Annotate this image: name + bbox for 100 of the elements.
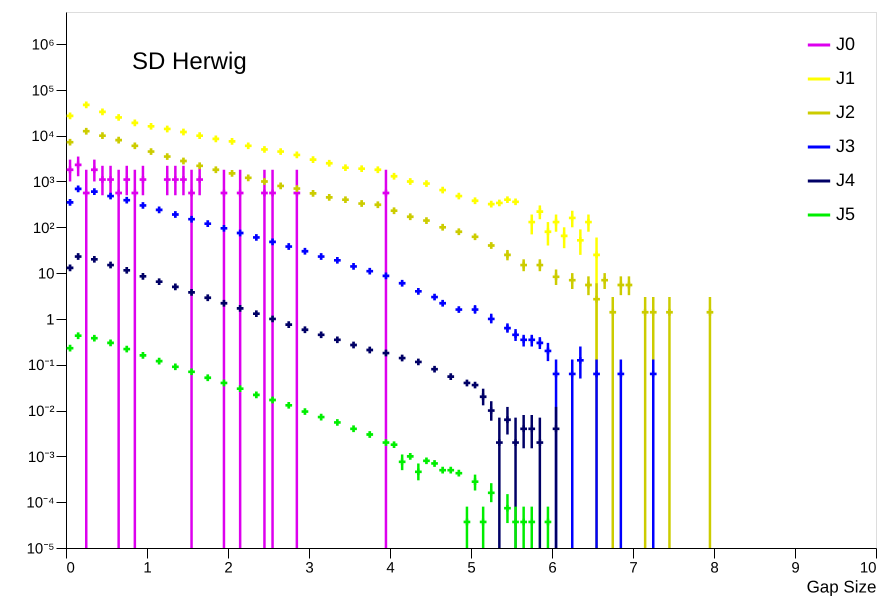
point: [472, 478, 478, 486]
point: [447, 466, 454, 474]
point: [269, 396, 276, 404]
point: [140, 272, 146, 280]
point: [74, 162, 82, 168]
point: [528, 218, 536, 226]
x-tick-label: 10: [860, 560, 876, 576]
x-tick-label: 6: [548, 560, 557, 576]
point: [204, 220, 212, 228]
point: [488, 407, 495, 414]
point: [90, 256, 98, 263]
point: [99, 176, 106, 183]
x-tick-label: 3: [305, 560, 314, 576]
y-tick-label: 10⁶: [32, 36, 54, 54]
point: [66, 199, 74, 206]
legend-label: J3: [836, 136, 856, 156]
point: [472, 382, 478, 388]
point: [334, 419, 341, 426]
x-tick-label: 0: [66, 560, 75, 576]
point: [455, 228, 462, 236]
point: [472, 197, 478, 204]
point: [568, 276, 576, 284]
point: [398, 354, 406, 362]
point: [544, 228, 552, 236]
point: [528, 425, 536, 432]
point: [188, 216, 195, 223]
point: [382, 190, 390, 196]
point: [455, 306, 462, 313]
point: [439, 224, 446, 231]
point: [358, 200, 366, 207]
point: [512, 518, 519, 526]
point: [140, 202, 146, 209]
point: [358, 165, 366, 172]
point: [480, 518, 487, 526]
point: [131, 190, 138, 196]
point: [520, 425, 528, 432]
point: [585, 218, 592, 226]
point: [164, 126, 171, 132]
point: [398, 280, 406, 287]
point: [277, 148, 284, 155]
point: [342, 196, 349, 204]
point: [66, 344, 74, 352]
point: [156, 278, 163, 286]
point: [406, 178, 414, 185]
point: [406, 453, 414, 460]
point: [212, 166, 220, 174]
legend-label: J5: [836, 204, 856, 224]
point: [536, 340, 544, 346]
point: [439, 466, 446, 474]
point: [318, 414, 325, 420]
point: [310, 156, 316, 163]
point: [406, 213, 414, 220]
y-tick-label: 10⁻⁴: [26, 494, 54, 512]
point: [512, 331, 519, 338]
point: [366, 431, 374, 438]
point: [107, 262, 114, 268]
point: [285, 243, 292, 250]
point: [188, 190, 195, 196]
y-tick-label: 10⁵: [32, 82, 54, 100]
point: [568, 214, 576, 222]
point: [172, 284, 179, 290]
point: [99, 132, 106, 140]
point: [261, 178, 268, 185]
y-tick-label: 10⁻⁵: [26, 540, 54, 558]
y-tick-label: 1: [46, 311, 54, 328]
point: [390, 207, 398, 214]
point: [326, 194, 333, 201]
point: [464, 518, 470, 526]
point: [488, 489, 495, 496]
point: [593, 296, 600, 303]
point: [107, 192, 114, 200]
point: [488, 316, 495, 322]
point: [180, 176, 187, 183]
point: [552, 273, 560, 280]
point: [115, 190, 122, 196]
point: [350, 263, 357, 270]
point: [140, 352, 146, 359]
point: [123, 266, 130, 274]
point: [576, 356, 584, 364]
point: [131, 120, 138, 126]
point: [504, 416, 511, 424]
point: [140, 176, 146, 183]
point: [390, 172, 398, 180]
point: [74, 332, 82, 340]
y-tick-label: 10: [38, 266, 54, 283]
point: [293, 152, 300, 158]
point: [350, 342, 357, 348]
point: [585, 282, 592, 288]
point: [172, 211, 179, 218]
point: [472, 233, 478, 240]
point: [244, 174, 252, 182]
y-tick-label: 10²: [32, 220, 54, 237]
point: [650, 308, 657, 316]
point: [342, 164, 349, 172]
point: [464, 380, 470, 386]
point: [318, 331, 325, 338]
point: [374, 166, 382, 174]
point: [609, 308, 616, 316]
point: [504, 196, 511, 204]
point: [180, 158, 187, 164]
